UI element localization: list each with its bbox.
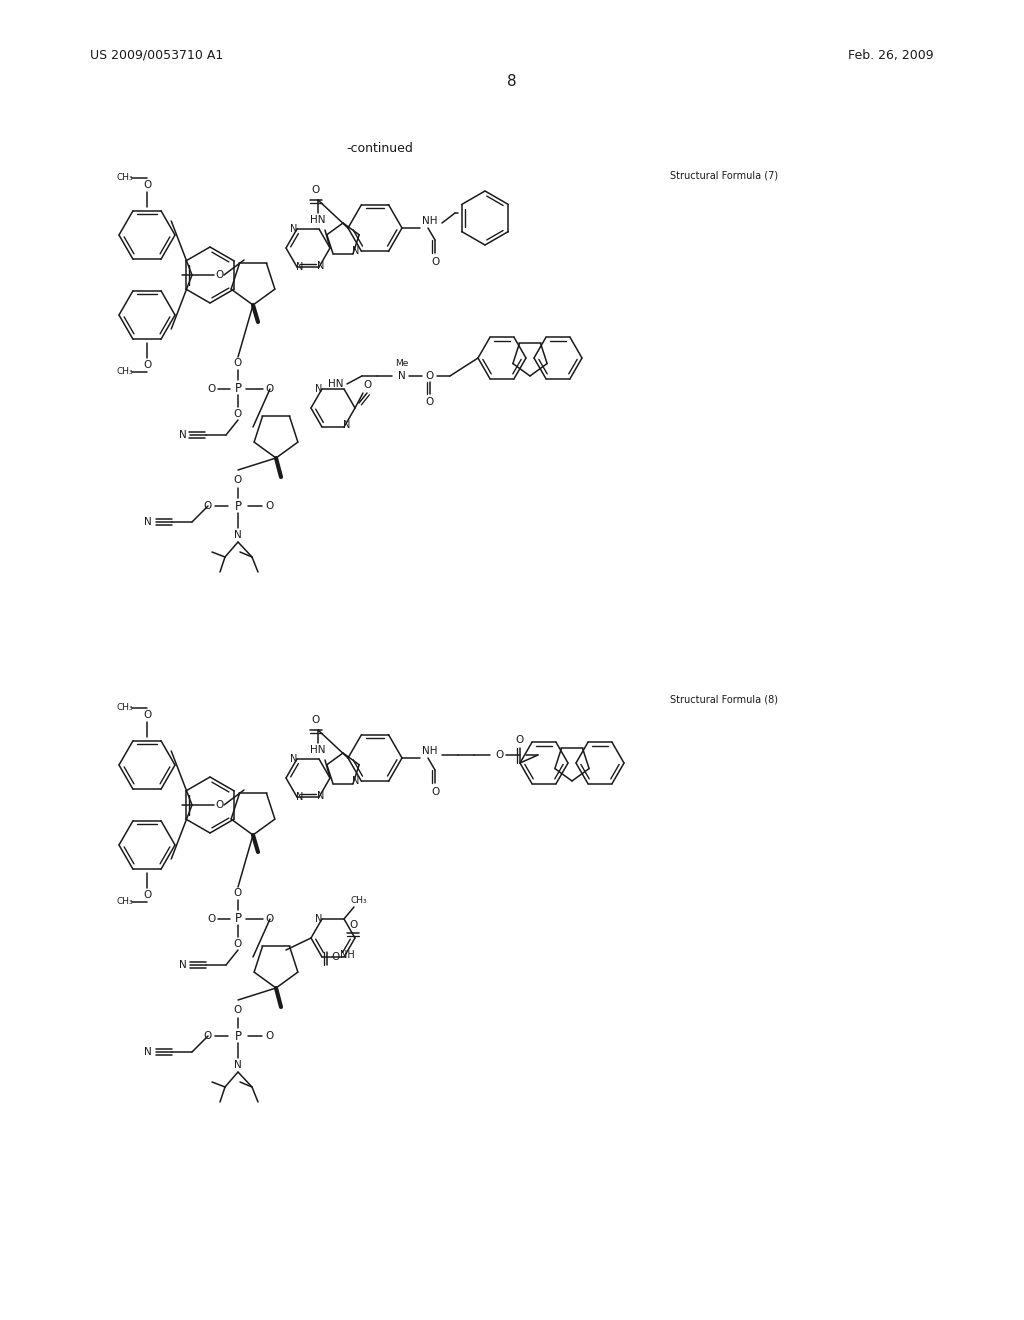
- Text: P: P: [234, 1030, 242, 1043]
- Text: O: O: [349, 920, 357, 931]
- Text: N: N: [144, 517, 152, 527]
- Text: O: O: [207, 913, 215, 924]
- Text: O: O: [266, 913, 274, 924]
- Text: CH₃: CH₃: [350, 896, 368, 906]
- Text: O: O: [143, 180, 152, 190]
- Text: Structural Formula (8): Structural Formula (8): [670, 696, 778, 705]
- Text: P: P: [234, 912, 242, 925]
- Text: N: N: [234, 1060, 242, 1071]
- Text: O: O: [233, 358, 242, 368]
- Text: O: O: [233, 475, 242, 484]
- Text: Structural Formula (7): Structural Formula (7): [670, 170, 778, 180]
- Text: N: N: [144, 1047, 152, 1057]
- Text: O: O: [233, 939, 242, 949]
- Text: CH₃: CH₃: [117, 173, 133, 182]
- Text: N: N: [315, 913, 323, 924]
- Text: HN: HN: [310, 744, 326, 755]
- Text: CH₃: CH₃: [117, 704, 133, 713]
- Text: O: O: [204, 502, 212, 511]
- Text: O: O: [143, 360, 152, 370]
- Text: O: O: [312, 185, 321, 195]
- Text: N: N: [291, 754, 298, 764]
- Text: O: O: [207, 384, 215, 393]
- Text: N: N: [315, 384, 323, 393]
- Text: 8: 8: [507, 74, 517, 90]
- Text: Me: Me: [395, 359, 409, 368]
- Text: O: O: [233, 888, 242, 898]
- Text: N: N: [398, 371, 406, 381]
- Text: P: P: [234, 499, 242, 512]
- Text: CH₃: CH₃: [117, 367, 133, 376]
- Text: P: P: [234, 383, 242, 396]
- Text: O: O: [265, 502, 273, 511]
- Text: O: O: [426, 371, 434, 381]
- Text: O: O: [143, 710, 152, 719]
- Text: N: N: [179, 430, 186, 440]
- Text: N: N: [296, 792, 304, 803]
- Text: N: N: [317, 261, 325, 271]
- Text: O: O: [265, 1031, 273, 1041]
- Text: O: O: [332, 952, 340, 962]
- Text: HN: HN: [310, 215, 326, 224]
- Text: O: O: [204, 1031, 212, 1041]
- Text: -continued: -continued: [346, 141, 414, 154]
- Text: O: O: [233, 409, 242, 418]
- Text: NH: NH: [422, 746, 437, 756]
- Text: US 2009/0053710 A1: US 2009/0053710 A1: [90, 49, 223, 62]
- Text: N: N: [179, 960, 186, 970]
- Text: CH₃: CH₃: [117, 898, 133, 907]
- Text: N: N: [352, 246, 359, 256]
- Text: O: O: [431, 787, 439, 797]
- Text: O: O: [496, 750, 504, 760]
- Text: O: O: [233, 1005, 242, 1015]
- Text: O: O: [143, 890, 152, 900]
- Text: N: N: [291, 224, 298, 234]
- Text: NH: NH: [422, 216, 437, 226]
- Text: O: O: [516, 735, 524, 744]
- Text: N: N: [296, 263, 304, 272]
- Text: Feb. 26, 2009: Feb. 26, 2009: [848, 49, 934, 62]
- Text: O: O: [362, 380, 371, 389]
- Text: HN: HN: [329, 379, 344, 389]
- Text: O: O: [426, 397, 434, 407]
- Text: O: O: [312, 715, 321, 725]
- Text: N: N: [234, 531, 242, 540]
- Text: O: O: [266, 384, 274, 393]
- Text: N: N: [352, 776, 359, 785]
- Text: O: O: [431, 257, 439, 267]
- Text: O: O: [215, 271, 223, 280]
- Text: NH: NH: [340, 950, 354, 960]
- Text: N: N: [317, 791, 325, 801]
- Text: O: O: [215, 800, 223, 810]
- Text: N: N: [343, 420, 350, 430]
